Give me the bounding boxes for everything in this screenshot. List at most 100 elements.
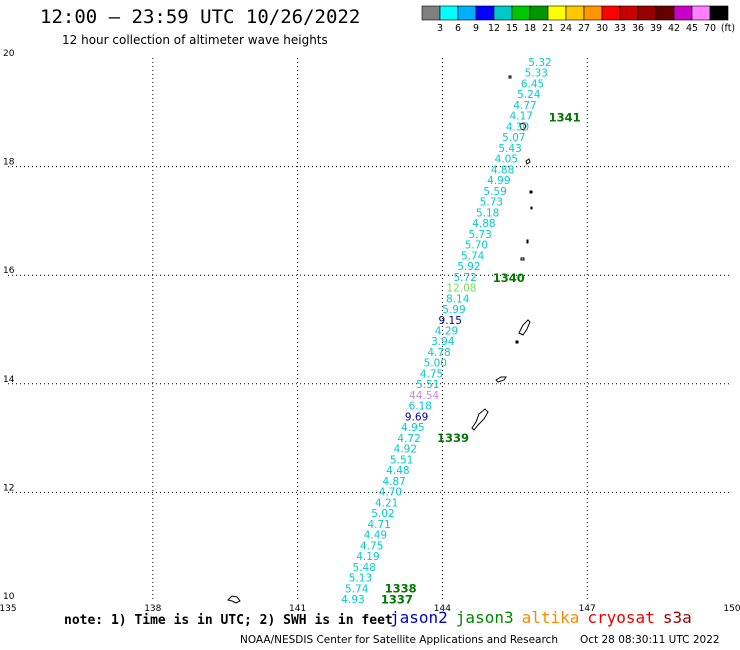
island-rota <box>495 376 507 383</box>
wave-height-label: 4.95 <box>401 422 424 434</box>
footnote: note: 1) Time is in UTC; 2) SWH is in fe… <box>64 613 393 628</box>
wave-height-label: 9.15 <box>439 315 462 327</box>
color-scale-label: 42 <box>668 23 680 34</box>
wave-height-label: 4.93 <box>341 594 364 606</box>
wave-height-label: 4.48 <box>386 465 409 477</box>
color-swatch <box>565 5 585 21</box>
wave-height-label: 5.02 <box>371 508 394 520</box>
color-scale-label: 6 <box>455 23 461 34</box>
wave-height-label: 4.30 <box>506 121 529 133</box>
island-outline <box>519 122 527 131</box>
wave-height-label: 6.45 <box>521 78 544 90</box>
wave-height-label: 5.72 <box>454 272 477 284</box>
island-outline <box>520 257 525 261</box>
map-title: 12:00 – 23:59 UTC 10/26/2022 <box>40 6 361 28</box>
wave-height-label: 4.72 <box>397 433 420 445</box>
orbit-number-label: 1337 <box>381 592 413 606</box>
color-swatch <box>583 5 603 21</box>
wave-height-label: 4.88 <box>472 218 495 230</box>
color-swatch <box>439 5 459 21</box>
color-scale-label: 39 <box>650 23 662 34</box>
island-outline <box>526 239 529 244</box>
wave-height-label: 8.14 <box>446 293 470 305</box>
color-scale-label: 15 <box>506 23 518 34</box>
wave-height-label: 5.24 <box>517 89 541 101</box>
color-swatch <box>511 5 531 21</box>
color-scale-label: 21 <box>542 23 554 34</box>
wave-height-label: 5.59 <box>483 186 506 198</box>
color-swatch <box>709 5 729 21</box>
wave-height-label: 5.73 <box>468 229 491 241</box>
satellite-legend-jason3: jason3 <box>455 608 514 627</box>
color-scale-label: 27 <box>578 23 590 34</box>
color-scale-legend: 3 6 9 12 15 18 21 24 27 30 33 36 39 42 45 70 (ft) <box>421 5 735 34</box>
altimeter-track: 5.325.336.455.244.774.174.305.075.434.05… <box>341 57 551 606</box>
credit-line: NOAA/NESDIS Center for Satellite Applica… <box>240 634 558 646</box>
land-outlines <box>227 75 533 604</box>
color-scale-label: 70 <box>704 23 716 34</box>
wave-height-label: 4.75 <box>360 540 383 552</box>
color-scale-label: 45 <box>686 23 698 34</box>
color-scale-label: 24 <box>560 23 572 34</box>
color-swatch <box>673 5 693 21</box>
satellite-legend-s3a: s3a <box>662 608 692 627</box>
color-scale-label: 36 <box>632 23 644 34</box>
wave-height-label: 4.75 <box>420 368 443 380</box>
longitude-tick-label: 150 <box>723 604 740 614</box>
island-outline <box>227 595 241 604</box>
wave-height-label: 44.54 <box>409 390 439 402</box>
color-scale-label: 18 <box>524 23 536 34</box>
color-swatch <box>547 5 567 21</box>
color-swatch <box>637 5 657 21</box>
island-outline <box>530 206 533 210</box>
color-swatch <box>619 5 639 21</box>
island-outline <box>508 75 512 79</box>
map-subtitle: 12 hour collection of altimeter wave hei… <box>62 33 328 47</box>
color-swatch <box>493 5 513 21</box>
wave-height-label: 5.51 <box>416 379 439 391</box>
satellite-legend: jason2 jason3 altika cryosat s3a <box>390 608 700 627</box>
color-swatch <box>655 5 675 21</box>
wave-height-label: 9.69 <box>405 411 428 423</box>
wave-height-label: 5.07 <box>502 132 525 144</box>
island-guam <box>471 408 489 431</box>
wave-height-label: 5.70 <box>465 240 488 252</box>
longitude-tick-label: 147 <box>579 604 596 614</box>
color-swatch <box>457 5 477 21</box>
color-swatch <box>475 5 495 21</box>
color-scale-label: 33 <box>614 23 626 34</box>
wave-height-label: 5.13 <box>349 573 372 585</box>
satellite-legend-altika: altika <box>521 608 580 627</box>
latitude-tick-label: 20 <box>3 49 15 59</box>
wave-height-label: 4.99 <box>487 175 510 187</box>
wave-height-label: 4.19 <box>356 551 379 563</box>
wave-height-label: 4.29 <box>435 326 458 338</box>
orbit-number-label: 1340 <box>493 271 525 285</box>
wave-height-label: 5.32 <box>528 57 551 69</box>
wave-height-label: 4.49 <box>364 530 387 542</box>
wave-height-label: 5.73 <box>480 197 503 209</box>
wave-height-label: 6.18 <box>409 401 432 413</box>
orbit-number-label: 1338 <box>385 582 417 596</box>
wave-height-label: 5.74 <box>461 250 485 262</box>
wave-height-label: 5.18 <box>476 207 499 219</box>
wave-height-label: 4.71 <box>367 519 390 531</box>
color-scale-label: (ft) <box>721 23 735 34</box>
color-scale-label: 12 <box>488 23 500 34</box>
wave-height-label: 5.33 <box>525 68 548 80</box>
satellite-legend-jason2: jason2 <box>390 608 448 627</box>
wave-height-label: 5.48 <box>353 562 376 574</box>
color-scale-label: 3 <box>437 23 443 34</box>
wave-height-label: 4.17 <box>510 111 533 123</box>
color-scale-label: 9 <box>473 23 479 34</box>
color-swatch <box>691 5 711 21</box>
color-swatch <box>601 5 621 21</box>
color-scale-label: 30 <box>596 23 608 34</box>
generation-timestamp: Oct 28 08:30:11 UTC 2022 <box>580 634 720 646</box>
wave-height-label: 4.78 <box>427 347 450 359</box>
island-outline <box>529 190 533 194</box>
wave-height-label: 4.70 <box>379 487 402 499</box>
island-outline <box>515 340 519 344</box>
